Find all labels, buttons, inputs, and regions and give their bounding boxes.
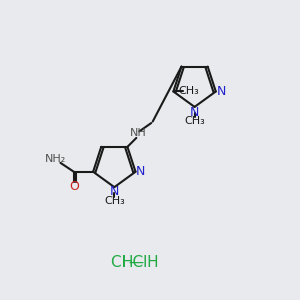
Text: N: N (216, 85, 226, 98)
Text: N: N (110, 185, 119, 198)
Text: Cl — H: Cl — H (111, 255, 159, 270)
Text: O: O (69, 180, 79, 193)
Text: CH₃: CH₃ (104, 196, 125, 206)
Text: CH₃: CH₃ (184, 116, 205, 126)
Text: CH₃: CH₃ (178, 86, 199, 97)
Text: N: N (190, 106, 199, 119)
Text: HCl: HCl (122, 255, 148, 270)
Text: N: N (135, 165, 145, 178)
Text: NH: NH (130, 128, 146, 138)
Text: NH₂: NH₂ (45, 154, 67, 164)
